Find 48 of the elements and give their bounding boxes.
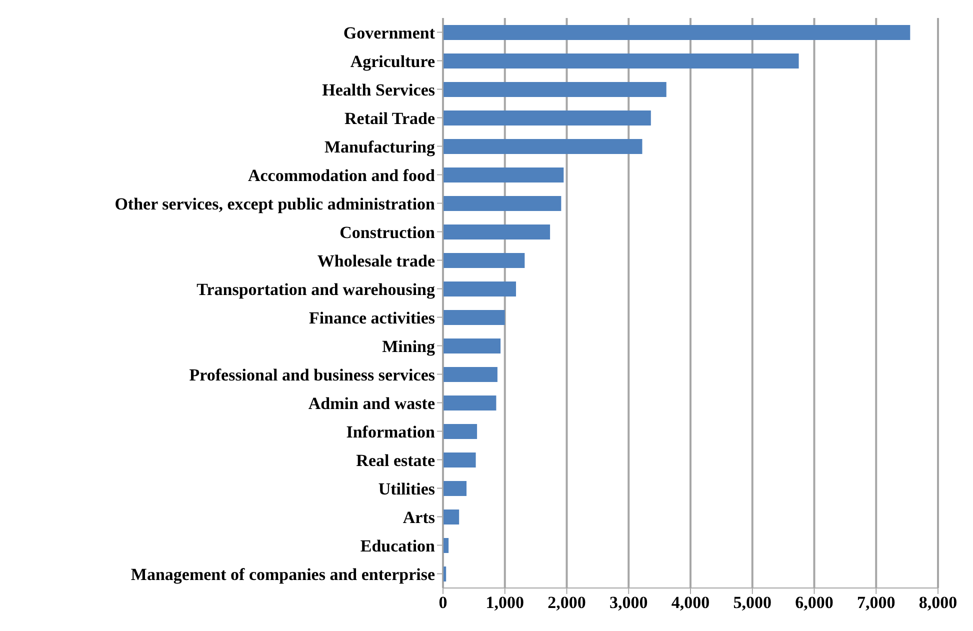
y-tick-label: Arts [402,508,436,527]
bar [443,224,550,240]
y-tick-label: Professional and business services [189,365,436,384]
y-tick-label: Retail Trade [344,108,436,128]
x-tick-label: 1,000 [486,593,524,612]
bar [443,139,642,154]
bar [443,110,651,126]
y-tick-label: Admin and waste [308,394,436,413]
x-tick-label: 7,000 [857,593,896,612]
y-tick-label: Education [360,536,436,556]
bar [443,424,478,439]
bar [443,25,910,40]
bar [443,282,516,296]
bar [443,338,501,354]
bar [443,196,562,211]
y-tick-label: Construction [340,222,436,242]
x-tick-label: 2,000 [548,593,586,612]
y-tick-label: Other services, except public administration [114,194,436,214]
bar [443,452,476,468]
x-tick-label: 5,000 [733,593,772,612]
y-tick-label: Transportation and warehousing [196,280,436,299]
y-tick-label: Manufacturing [324,137,436,156]
x-tick-label: 4,000 [671,593,710,612]
bar [443,510,460,524]
y-tick-label: Agriculture [350,52,436,71]
bar [443,481,467,496]
bar [443,253,525,268]
y-tick-label: Information [346,422,436,442]
y-tick-label: Utilities [378,479,436,498]
bar [443,538,449,553]
y-tick-label: Wholesale trade [317,251,436,270]
x-tick-label: 3,000 [610,593,648,612]
bar [443,367,498,382]
y-tick-label: Real estate [356,450,436,470]
x-tick-label: 6,000 [795,593,834,612]
bar [443,54,799,68]
y-tick-label: Accommodation and food [248,166,436,185]
y-tick-label: Management of companies and enterprise [130,564,436,584]
bar [443,168,564,182]
bar [443,310,505,325]
bar [443,82,666,97]
y-tick-label: Finance activities [308,308,436,328]
y-tick-label: Mining [382,336,436,356]
y-tick-label: Health Services [322,80,436,100]
bar [443,396,496,410]
x-tick-label: 8,000 [918,593,958,612]
y-tick-label: Government [343,23,436,42]
x-tick-label: 0 [438,593,448,612]
